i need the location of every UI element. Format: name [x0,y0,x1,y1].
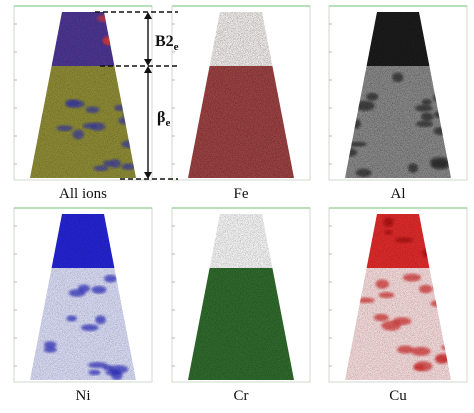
annotation-main: B2 [155,33,174,50]
texture [345,214,451,380]
precipitate [128,314,136,324]
precipitate [356,217,368,226]
texture [188,214,294,380]
panel-label: Fe [234,186,249,202]
panel-label: Ni [76,388,91,404]
texture [30,12,136,178]
precipitate [124,274,136,283]
panel: Cu [328,207,468,404]
specimen [30,214,136,380]
precipitate [129,93,136,100]
arrow-head [144,66,152,73]
texture [30,214,136,380]
specimen [345,214,451,380]
precipitate [122,111,136,118]
texture [188,12,294,178]
specimen [345,12,451,178]
precipitate [124,49,135,57]
panel-label: All ions [59,186,107,202]
panel-label: Cr [234,388,249,404]
annotation-b2: B2e [155,33,179,53]
specimen [188,12,294,178]
precipitate [441,250,451,259]
annotation-sub: e [174,41,179,53]
panel-label: Cu [389,388,407,404]
texture [345,12,451,178]
annotation-beta: βe [157,109,170,129]
arrow-head [144,172,152,179]
precipitate [31,284,43,290]
precipitate [30,112,43,119]
annotation-main: β [157,109,165,126]
specimen [30,12,136,178]
precipitate [121,76,135,83]
arrow-head [144,12,152,19]
arrow-head [144,59,152,66]
annotation-group: B2e βe [95,11,179,180]
precipitate [111,22,124,32]
panel-label: Al [391,186,406,202]
panel: Cr [171,207,311,404]
precipitate [30,55,34,62]
panel: Fe [171,5,311,202]
specimen [188,214,294,380]
panel: Ni [13,207,153,404]
panel: All ions [13,5,153,202]
precipitate [432,283,447,293]
panel: Al [328,5,468,202]
precipitate [345,71,360,78]
annotation-sub: e [165,117,170,129]
precipitate [345,286,351,292]
